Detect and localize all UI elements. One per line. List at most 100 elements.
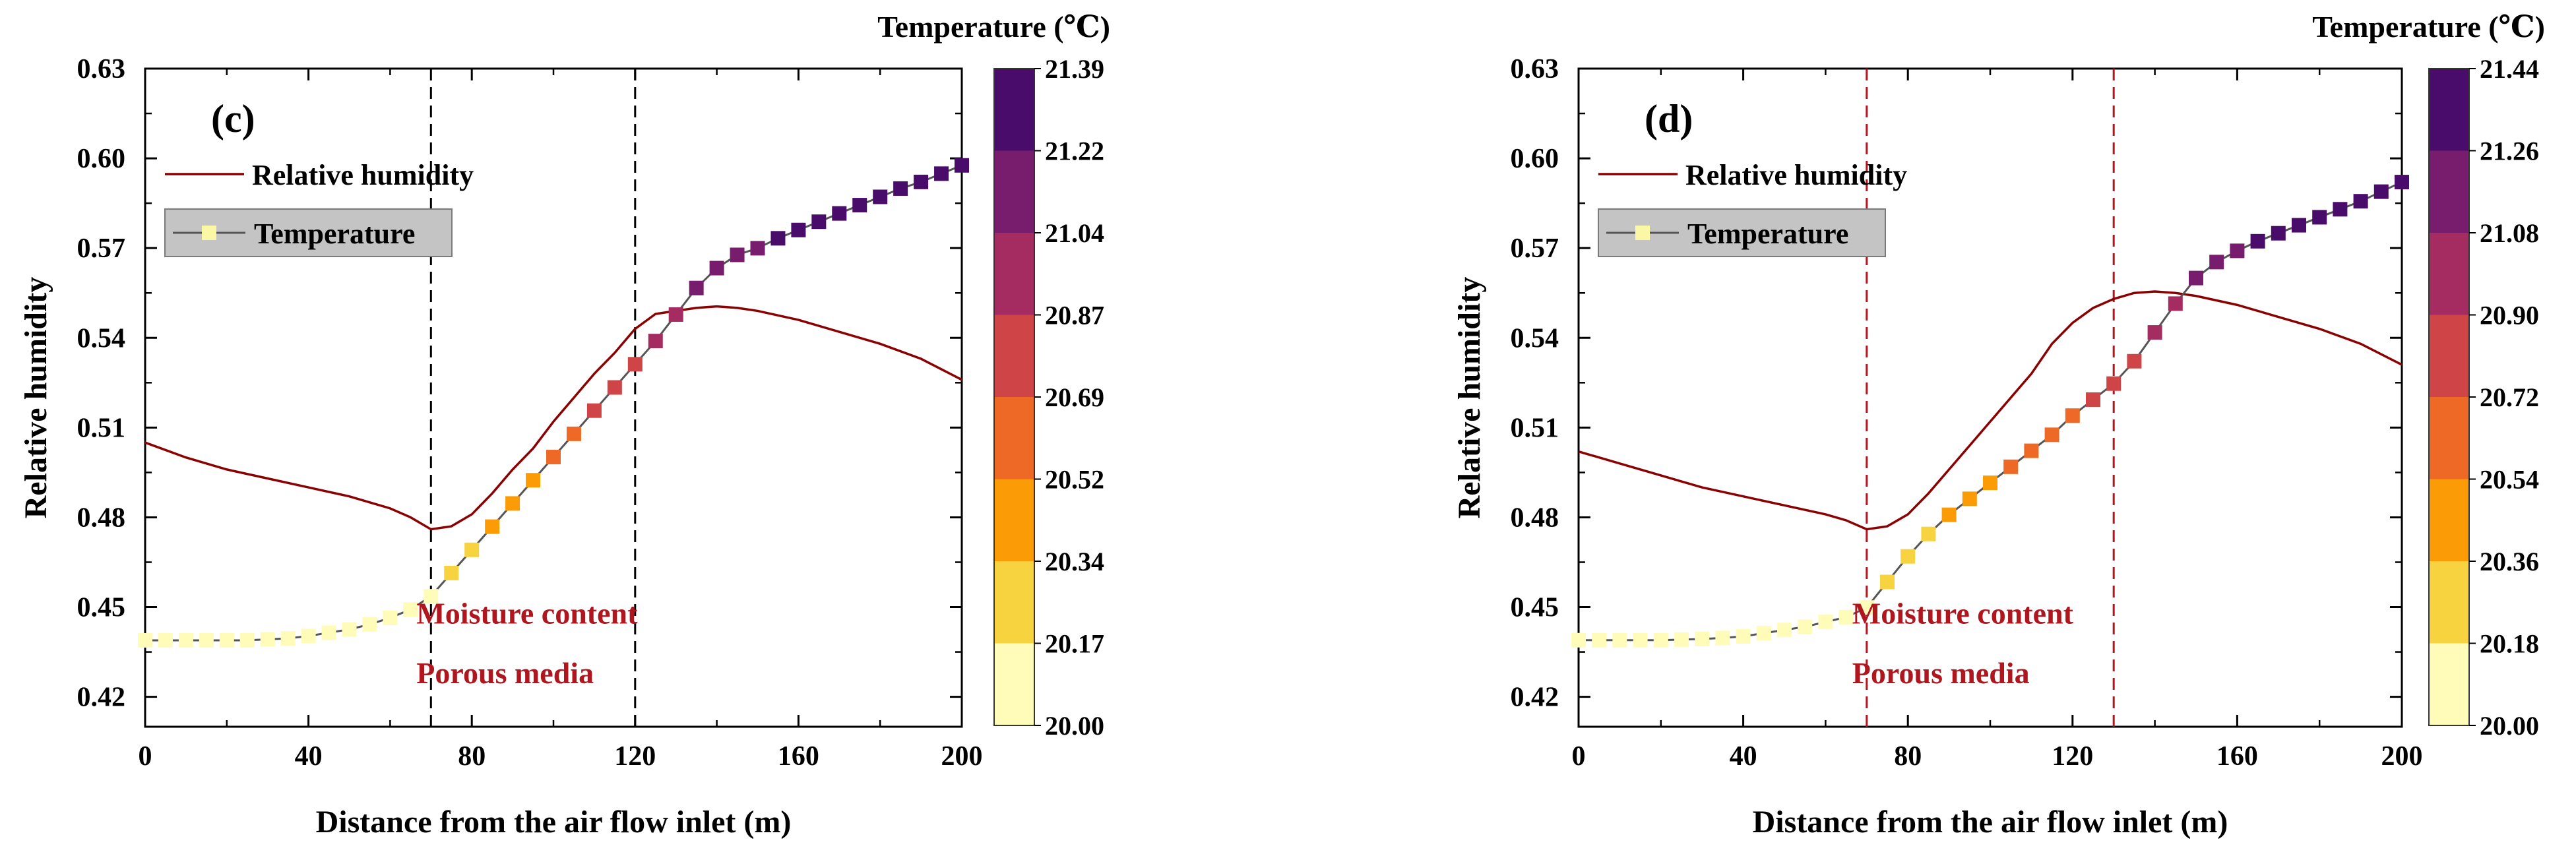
temperature-point	[362, 617, 377, 632]
annotation-text: Porous media	[1852, 656, 2030, 690]
temperature-point	[1983, 475, 1997, 491]
legend-label-humidity: Relative humidity	[1685, 159, 1907, 191]
temperature-point	[301, 628, 316, 644]
temperature-point	[2127, 353, 2142, 369]
colorbar-segment	[994, 315, 1034, 397]
temperature-point	[505, 496, 520, 511]
colorbar-tick-label: 21.39	[1045, 54, 1104, 84]
x-axis-title: Distance from the air flow inlet (m)	[316, 805, 792, 840]
x-tick-label: 0	[1572, 741, 1586, 772]
colorbar-tick-label: 21.04	[1045, 218, 1104, 248]
temperature-point	[1901, 549, 1916, 564]
colorbar-segment	[994, 643, 1034, 725]
legend-label-humidity: Relative humidity	[252, 159, 474, 191]
colorbar-title: Temperature (℃)	[877, 10, 1110, 44]
temperature-point	[709, 260, 724, 276]
y-tick-label: 0.51	[77, 413, 126, 443]
temperature-point	[1880, 574, 1895, 590]
temperature-point	[158, 632, 173, 648]
temperature-point	[199, 632, 214, 648]
temperature-point	[2230, 243, 2245, 259]
legend-label-temperature: Temperature	[254, 218, 415, 250]
temperature-point	[1798, 619, 1813, 634]
temperature-point	[2333, 202, 2348, 217]
colorbar-tick-label: 20.34	[1045, 547, 1104, 576]
y-tick-label: 0.48	[77, 503, 126, 533]
relative-humidity-line	[1578, 290, 2403, 531]
legend-marker-temperature	[202, 226, 216, 240]
temperature-point	[1777, 623, 1792, 638]
temperature-point	[342, 622, 357, 637]
colorbar-segment	[2429, 397, 2469, 479]
panel-label: (d)	[1645, 97, 1693, 140]
temperature-point	[1962, 491, 1977, 506]
temperature-point	[1838, 609, 1854, 625]
x-tick-label: 120	[2052, 741, 2093, 772]
colorbar-segment	[2429, 150, 2469, 233]
colorbar-segment	[2429, 479, 2469, 561]
temperature-point	[2168, 296, 2183, 311]
temperature-point	[1859, 600, 1874, 615]
colorbar-tick-label: 21.44	[2480, 54, 2539, 84]
temperature-point	[321, 625, 336, 640]
relative-humidity-line	[144, 305, 962, 531]
y-axis-title: Relative humidity	[1452, 277, 1487, 519]
temperature-point	[2024, 443, 2039, 458]
temperature-point	[2312, 210, 2327, 225]
temperature-point	[138, 632, 152, 648]
colorbar-segment	[994, 561, 1034, 644]
temperature-point	[1695, 631, 1710, 646]
y-tick-label: 0.48	[1511, 503, 1559, 533]
y-tick-label: 0.45	[77, 593, 126, 623]
temperature-point	[750, 241, 765, 256]
temperature-point	[791, 222, 806, 237]
temperature-point	[178, 632, 193, 648]
x-axis-title: Distance from the air flow inlet (m)	[1753, 805, 2228, 840]
chart-panel-d: 0 40 80 120 160 200 0.42 0.45 0.48 0.51 0.54 0.57 0.…	[1452, 10, 2545, 840]
temperature-point	[586, 403, 602, 418]
colorbar-tick-label: 21.26	[2480, 137, 2539, 166]
x-tick-label: 120	[614, 741, 656, 772]
temperature-point	[770, 231, 786, 246]
temperature-point	[648, 334, 663, 349]
temperature-point	[2147, 325, 2162, 340]
temperature-point	[1653, 632, 1668, 648]
temperature-point	[424, 589, 439, 604]
temperature-point	[1715, 630, 1730, 646]
colorbar-title: Temperature (℃)	[2312, 10, 2545, 44]
temperature-point	[607, 380, 622, 395]
y-tick-label: 0.51	[1511, 413, 1559, 443]
y-tick-label: 0.63	[77, 54, 126, 84]
temperature-point	[2003, 459, 2019, 474]
temperature-point	[464, 542, 480, 557]
colorbar-segment	[994, 479, 1034, 561]
colorbar-segment	[994, 397, 1034, 479]
legend-label-temperature: Temperature	[1687, 218, 1848, 250]
temperature-point	[280, 630, 296, 646]
temperature-point	[219, 632, 234, 648]
temperature-point	[2086, 392, 2100, 407]
x-tick-label: 160	[778, 741, 819, 772]
temperature-point	[260, 632, 275, 647]
y-tick-label: 0.54	[77, 323, 126, 353]
temperature-point	[2373, 184, 2389, 199]
colorbar-tick-label: 20.18	[2480, 629, 2539, 659]
temperature-point	[1818, 615, 1833, 630]
colorbar-tick-label: 20.17	[1045, 629, 1104, 659]
temperature-point	[1674, 632, 1689, 647]
temperature-point	[934, 166, 949, 181]
x-tick-label: 40	[295, 741, 323, 772]
colorbar-tick-label: 20.36	[2480, 547, 2539, 576]
temperature-point	[1612, 632, 1627, 648]
temperature-point	[1756, 626, 1771, 641]
colorbar-segment	[2429, 561, 2469, 644]
y-tick-label: 0.42	[77, 683, 126, 713]
colorbar-tick-label: 20.52	[1045, 465, 1104, 495]
legend-marker-temperature	[1635, 226, 1650, 240]
temperature-point	[444, 565, 459, 580]
temperature-point	[239, 632, 255, 648]
colorbar-tick-label: 20.87	[1045, 301, 1104, 330]
temperature-point	[526, 473, 541, 488]
x-tick-label: 200	[2381, 741, 2423, 772]
colorbar-tick-label: 20.00	[1045, 711, 1104, 741]
